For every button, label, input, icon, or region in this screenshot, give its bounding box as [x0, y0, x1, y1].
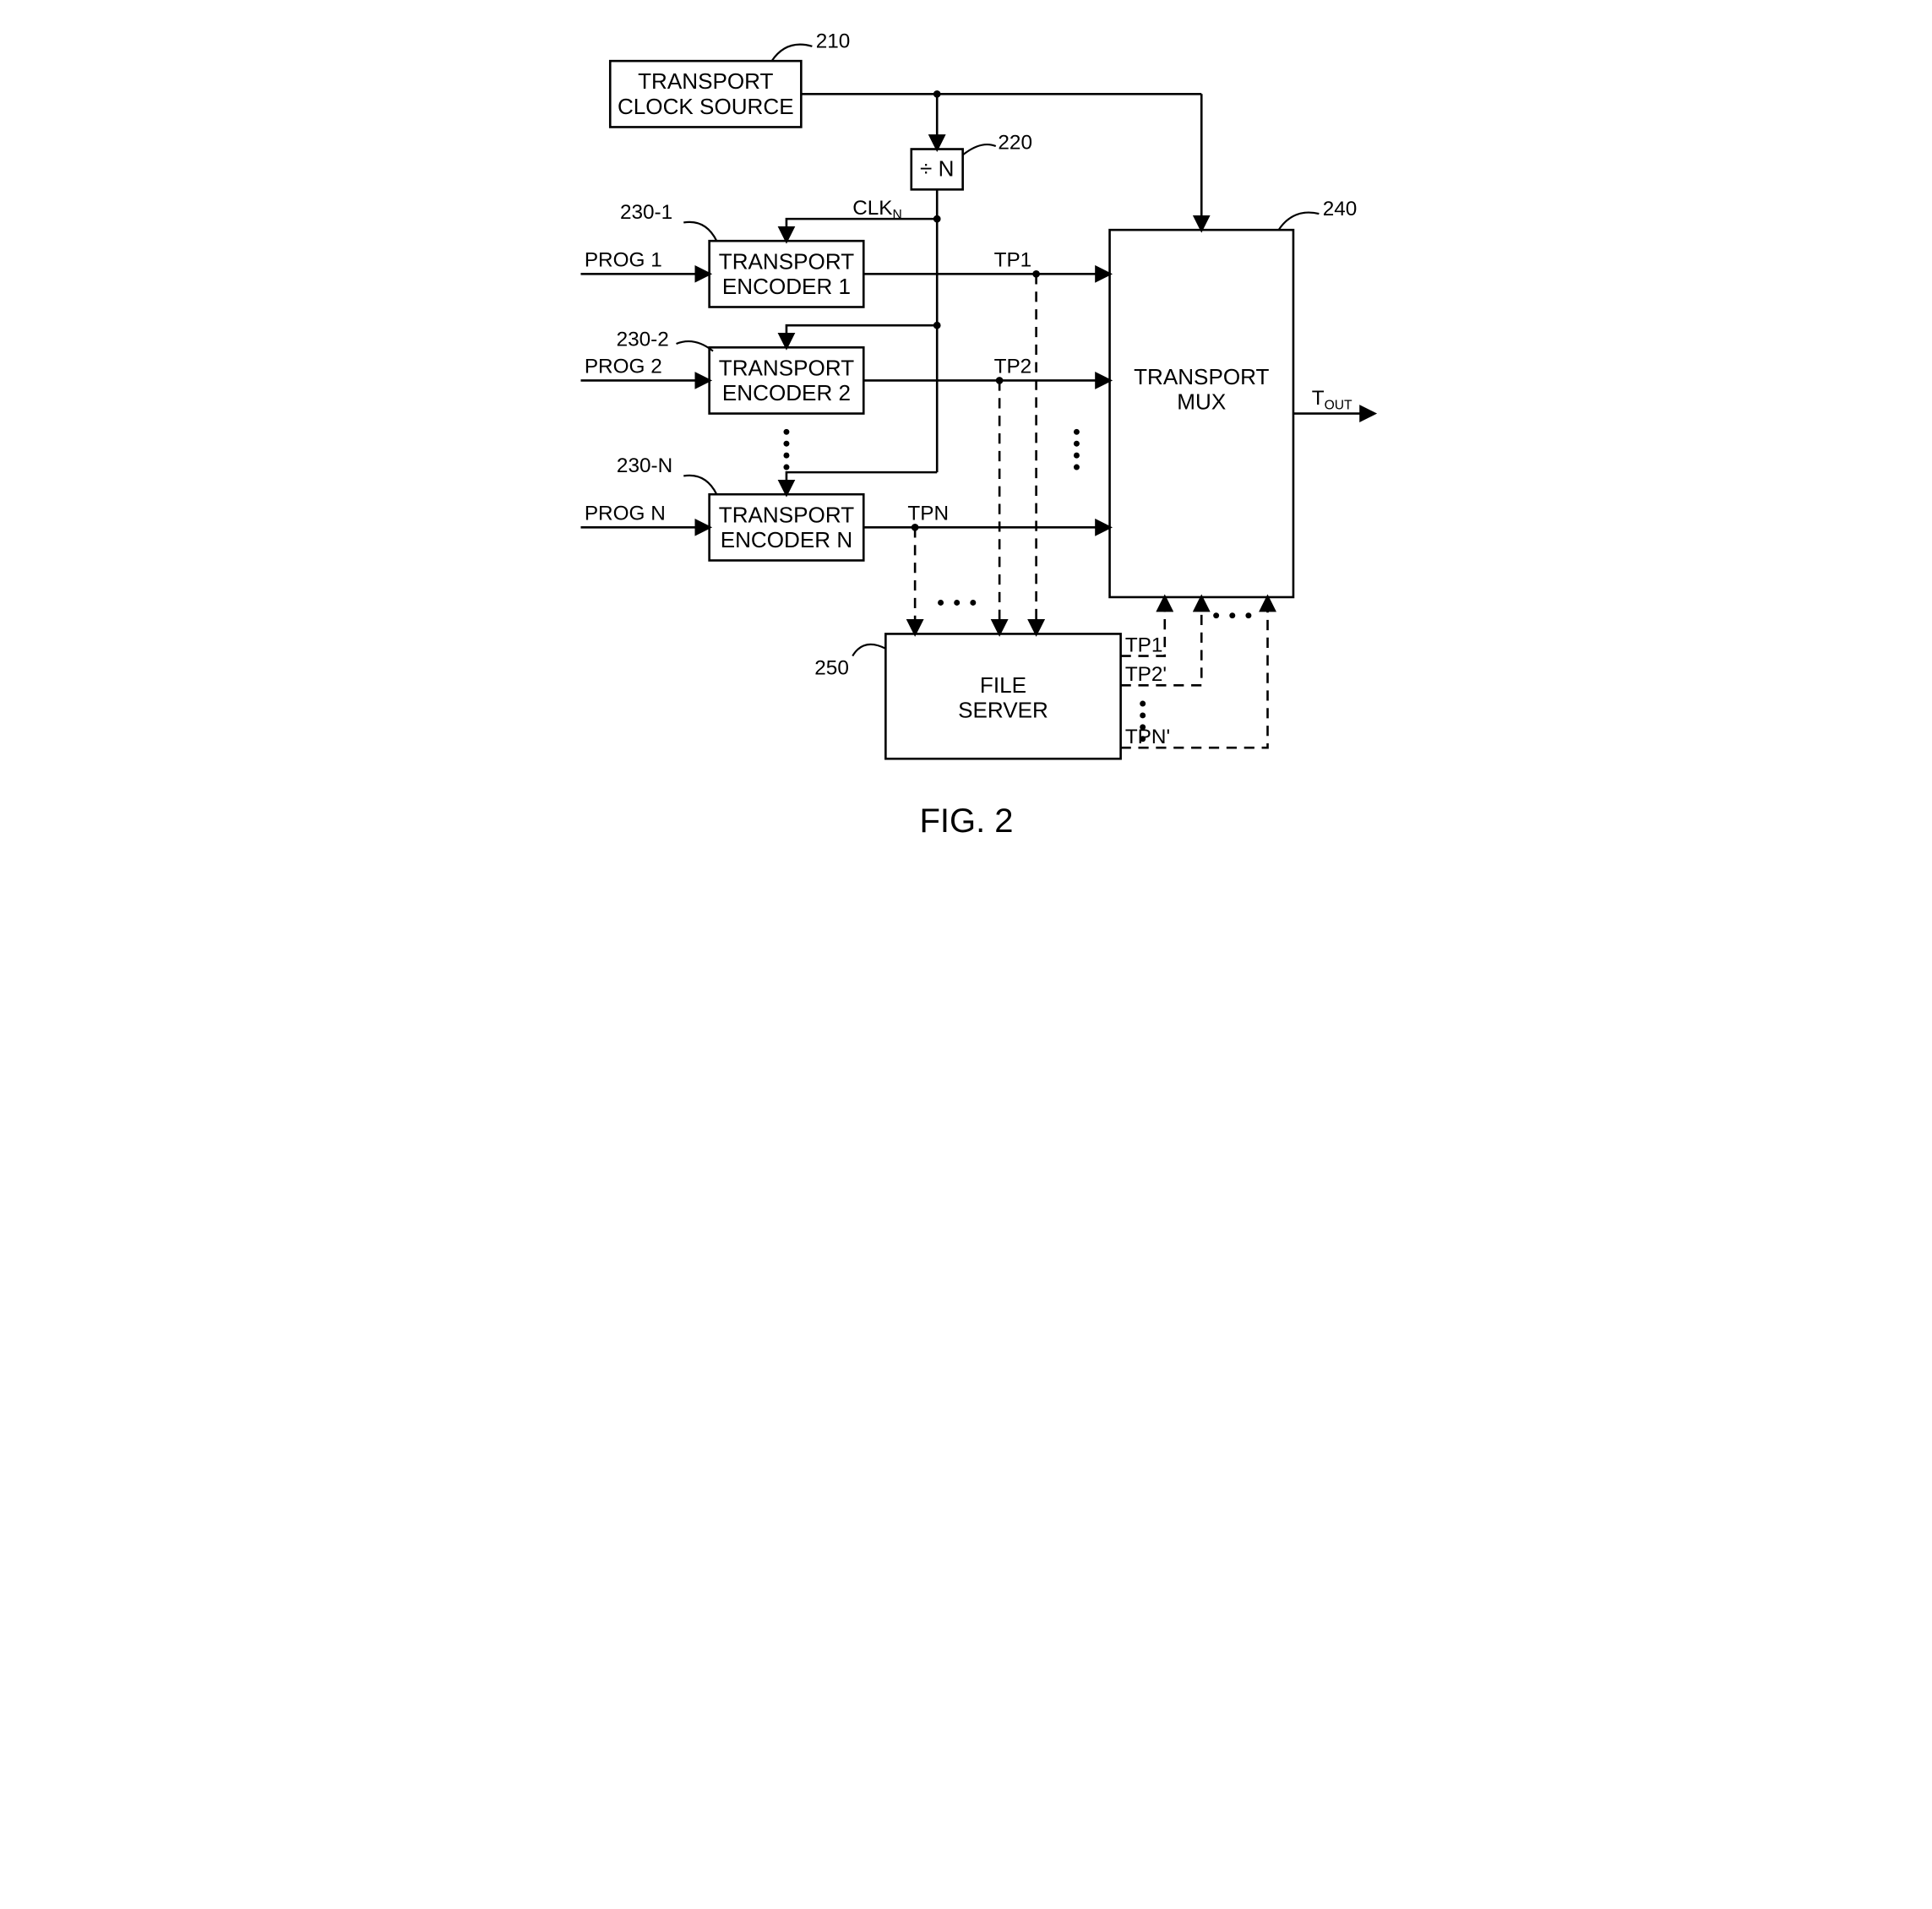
ellipsis-dot [1073, 441, 1079, 447]
tp1-label: TP1 [993, 249, 1031, 272]
ellipsis-dot [1140, 736, 1146, 742]
leader-250 [852, 644, 885, 656]
encoder-n-l2: ENCODER N [720, 527, 852, 552]
figure-label: FIG. 2 [919, 802, 1013, 840]
server-l1: FILE [979, 672, 1026, 698]
tp2-label: TP2 [993, 356, 1031, 378]
tp1p-label: TP1' [1124, 634, 1166, 656]
tpn-label: TPN [907, 503, 949, 525]
leader-240 [1278, 213, 1319, 231]
ellipsis-dot [1073, 465, 1079, 470]
leader-210 [771, 45, 812, 62]
encoder-n-l1: TRANSPORT [718, 502, 853, 527]
ref-250: 250 [814, 656, 849, 679]
ellipsis-dot [1245, 612, 1251, 618]
leader-230-n [683, 476, 716, 494]
ellipsis-dot [1140, 712, 1146, 718]
ellipsis-dot [1073, 453, 1079, 459]
clock-line1: TRANSPORT [638, 68, 773, 94]
tout-label: TOUT [1311, 387, 1352, 412]
encoder-2-l2: ENCODER 2 [721, 380, 850, 405]
clkn-to-encn [786, 472, 936, 494]
junction [933, 322, 940, 329]
prog2-label: PROG 2 [584, 356, 661, 378]
ref-230-2: 230-2 [616, 329, 668, 351]
encoder-1-l1: TRANSPORT [718, 248, 853, 274]
ellipsis-dot [1140, 701, 1146, 707]
div-n-label: ÷ N [920, 156, 954, 182]
ellipsis-dot [954, 600, 960, 606]
ellipsis-dot [783, 465, 789, 470]
ellipsis-dot [938, 600, 944, 606]
ellipsis-dot [1213, 612, 1219, 618]
diagram: TRANSPORTCLOCK SOURCE210÷ N220TRANSPORTE… [544, 17, 1389, 854]
leader-220 [962, 144, 995, 155]
mux-l2: MUX [1177, 389, 1226, 414]
encoder-2-l1: TRANSPORT [718, 355, 853, 380]
mux-l1: TRANSPORT [1134, 364, 1269, 389]
junction [933, 215, 940, 223]
leader-230-1 [683, 222, 716, 241]
leader-230-2 [676, 341, 712, 351]
clkn-label: CLKN [852, 197, 902, 222]
clock-line2: CLOCK SOURCE [617, 94, 793, 119]
ellipsis-dot [970, 600, 976, 606]
server-l2: SERVER [958, 698, 1048, 723]
ref-210: 210 [815, 30, 850, 53]
clkn-to-enc2 [786, 325, 936, 347]
progn-label: PROG N [584, 503, 665, 525]
tp2p-label: TP2' [1124, 663, 1166, 686]
ellipsis-dot [1140, 724, 1146, 730]
encoder-1-l2: ENCODER 1 [721, 274, 850, 299]
ref-230-n: 230-N [616, 454, 672, 477]
clkn-to-enc1 [786, 219, 936, 241]
ref-240: 240 [1322, 198, 1357, 220]
ellipsis-dot [783, 441, 789, 447]
ellipsis-dot [783, 453, 789, 459]
ellipsis-dot [783, 429, 789, 435]
ellipsis-dot [1229, 612, 1235, 618]
junction [933, 90, 940, 98]
ellipsis-dot [1073, 429, 1079, 435]
ref-230-1: 230-1 [619, 201, 672, 224]
tpnp-label: TPN' [1124, 726, 1169, 748]
prog1-label: PROG 1 [584, 249, 661, 272]
ref-220: 220 [998, 132, 1032, 155]
